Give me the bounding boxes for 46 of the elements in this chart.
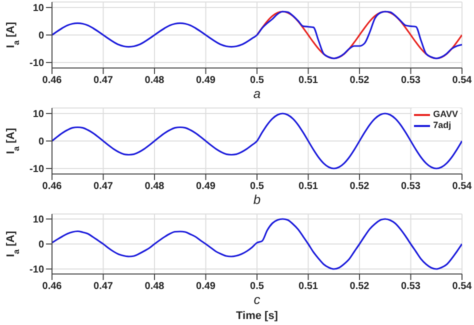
x-tick-label: 0.54 [452, 181, 472, 192]
x-tick-label: 0.46 [42, 281, 62, 292]
x-tick-label: 0.47 [94, 281, 114, 292]
y-tick-label: 0 [38, 240, 44, 251]
y-tick-label: -10 [30, 264, 44, 276]
x-tick-label: 0.52 [350, 281, 370, 292]
x-tick-label: 0.48 [144, 181, 165, 192]
x-tick-label: 0.49 [196, 181, 216, 192]
x-tick-label: 0.46 [42, 75, 62, 86]
y-tick-label: -10 [30, 58, 44, 70]
x-tick-label: 0.51 [298, 181, 318, 192]
y-tick-label: 0 [38, 30, 44, 42]
y-tick-label: 10 [32, 214, 44, 226]
x-tick-label: 0.5 [250, 181, 264, 192]
legend-label: 7adj [433, 120, 452, 131]
legend-label: GAVV [433, 109, 458, 120]
y-tick-label: 0 [38, 136, 44, 148]
x-tick-label: 0.46 [42, 181, 62, 192]
x-tick-label: 0.48 [144, 281, 165, 292]
x-tick-label: 0.52 [350, 75, 370, 86]
x-tick-label: 0.53 [401, 281, 421, 292]
x-tick-label: 0.47 [94, 75, 114, 86]
x-tick-label: 0.54 [452, 75, 472, 86]
text: a [252, 86, 262, 102]
x-tick-label: 0.47 [94, 181, 114, 192]
x-tick-label: 0.5 [250, 281, 264, 292]
line-series [52, 112, 462, 170]
x-tick-label: 0.48 [144, 75, 165, 86]
y-tick-label: 10 [32, 109, 44, 120]
x-tick-label: 0.51 [298, 75, 318, 86]
x-tick-label: 0.51 [298, 281, 318, 292]
line-series [256, 10, 462, 60]
x-tick-label: 0.52 [350, 181, 370, 192]
x-tick-label: 0.54 [452, 281, 472, 292]
line-series [52, 218, 462, 270]
x-tick-label: 0.49 [196, 281, 216, 292]
x-tick-label: 0.53 [401, 181, 421, 192]
text: c [252, 292, 262, 308]
x-tick-label: 0.5 [250, 75, 264, 86]
x-tick-label: 0.53 [401, 75, 421, 86]
y-tick-label: 10 [32, 3, 44, 14]
x-axis-title: Time [s] [235, 309, 279, 323]
y-tick-label: -10 [30, 164, 44, 176]
x-tick-label: 0.49 [196, 75, 216, 86]
text: b [252, 192, 262, 208]
line-series [52, 10, 462, 60]
